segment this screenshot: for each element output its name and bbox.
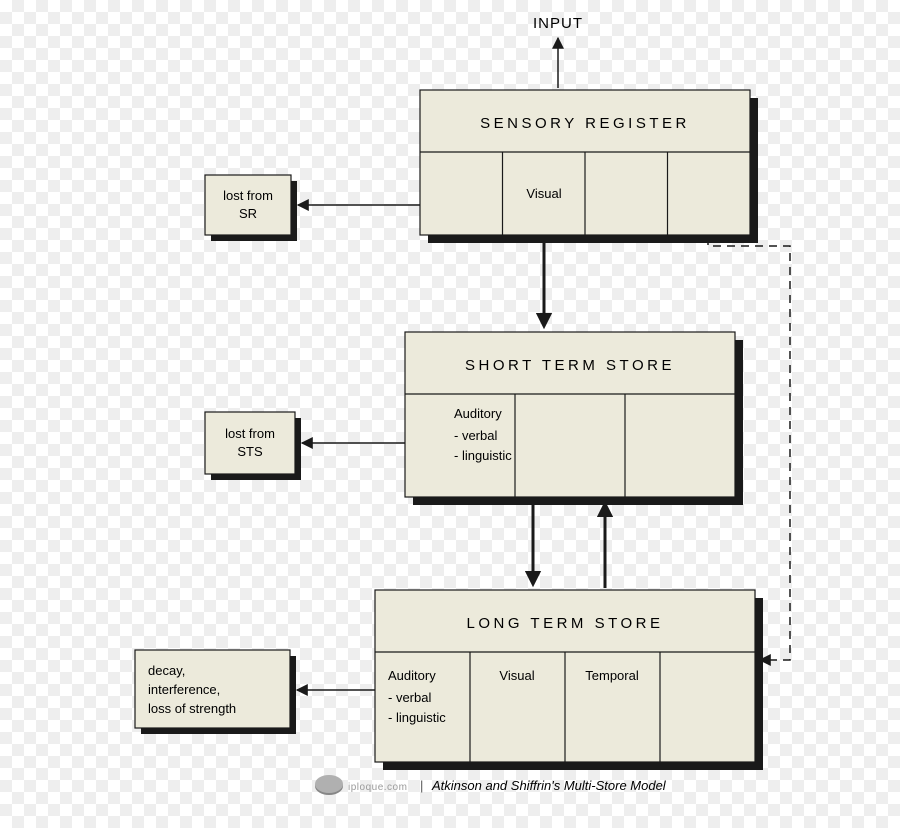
sensory-cell-visual: Visual bbox=[526, 186, 561, 201]
short-term-store-block: SHORT TERM STORE Auditory - verbal - lin… bbox=[405, 332, 743, 505]
sensory-title: SENSORY REGISTER bbox=[480, 115, 690, 132]
lts-cell-auditory-sub1: - verbal bbox=[388, 690, 431, 705]
lost-from-sr-box: lost from SR bbox=[205, 175, 297, 241]
sts-cell-auditory-sub1: - verbal bbox=[454, 428, 497, 443]
lost-lts-line2: interference, bbox=[148, 682, 220, 697]
input-label: INPUT bbox=[533, 15, 583, 32]
lost-sr-line1: lost from bbox=[223, 188, 273, 203]
svg-text:|: | bbox=[420, 778, 423, 793]
lost-sts-line2: STS bbox=[237, 444, 263, 459]
lts-cell-visual: Visual bbox=[499, 668, 534, 683]
lts-cell-auditory-sub2: - linguistic bbox=[388, 710, 446, 725]
caption-text: Atkinson and Shiffrin's Multi-Store Mode… bbox=[431, 778, 667, 793]
lost-lts-line1: decay, bbox=[148, 663, 185, 678]
caption: iploque.com | Atkinson and Shiffrin's Mu… bbox=[315, 775, 667, 795]
lost-from-sts-box: lost from STS bbox=[205, 412, 301, 480]
lost-sts-line1: lost from bbox=[225, 426, 275, 441]
lost-lts-line3: loss of strength bbox=[148, 701, 236, 716]
sts-cell-auditory-sub2: - linguistic bbox=[454, 448, 512, 463]
lost-from-lts-box: decay, interference, loss of strength bbox=[135, 650, 296, 734]
sts-cell-auditory: Auditory bbox=[454, 406, 502, 421]
sensory-register-block: SENSORY REGISTER Visual bbox=[420, 90, 758, 243]
lts-cell-temporal: Temporal bbox=[585, 668, 639, 683]
sts-title: SHORT TERM STORE bbox=[465, 357, 675, 374]
lost-sr-line2: SR bbox=[239, 206, 257, 221]
long-term-store-block: LONG TERM STORE Auditory - verbal - ling… bbox=[375, 590, 763, 770]
lts-title: LONG TERM STORE bbox=[467, 615, 664, 632]
lts-cell-auditory: Auditory bbox=[388, 668, 436, 683]
caption-brand: iploque.com bbox=[348, 782, 407, 793]
